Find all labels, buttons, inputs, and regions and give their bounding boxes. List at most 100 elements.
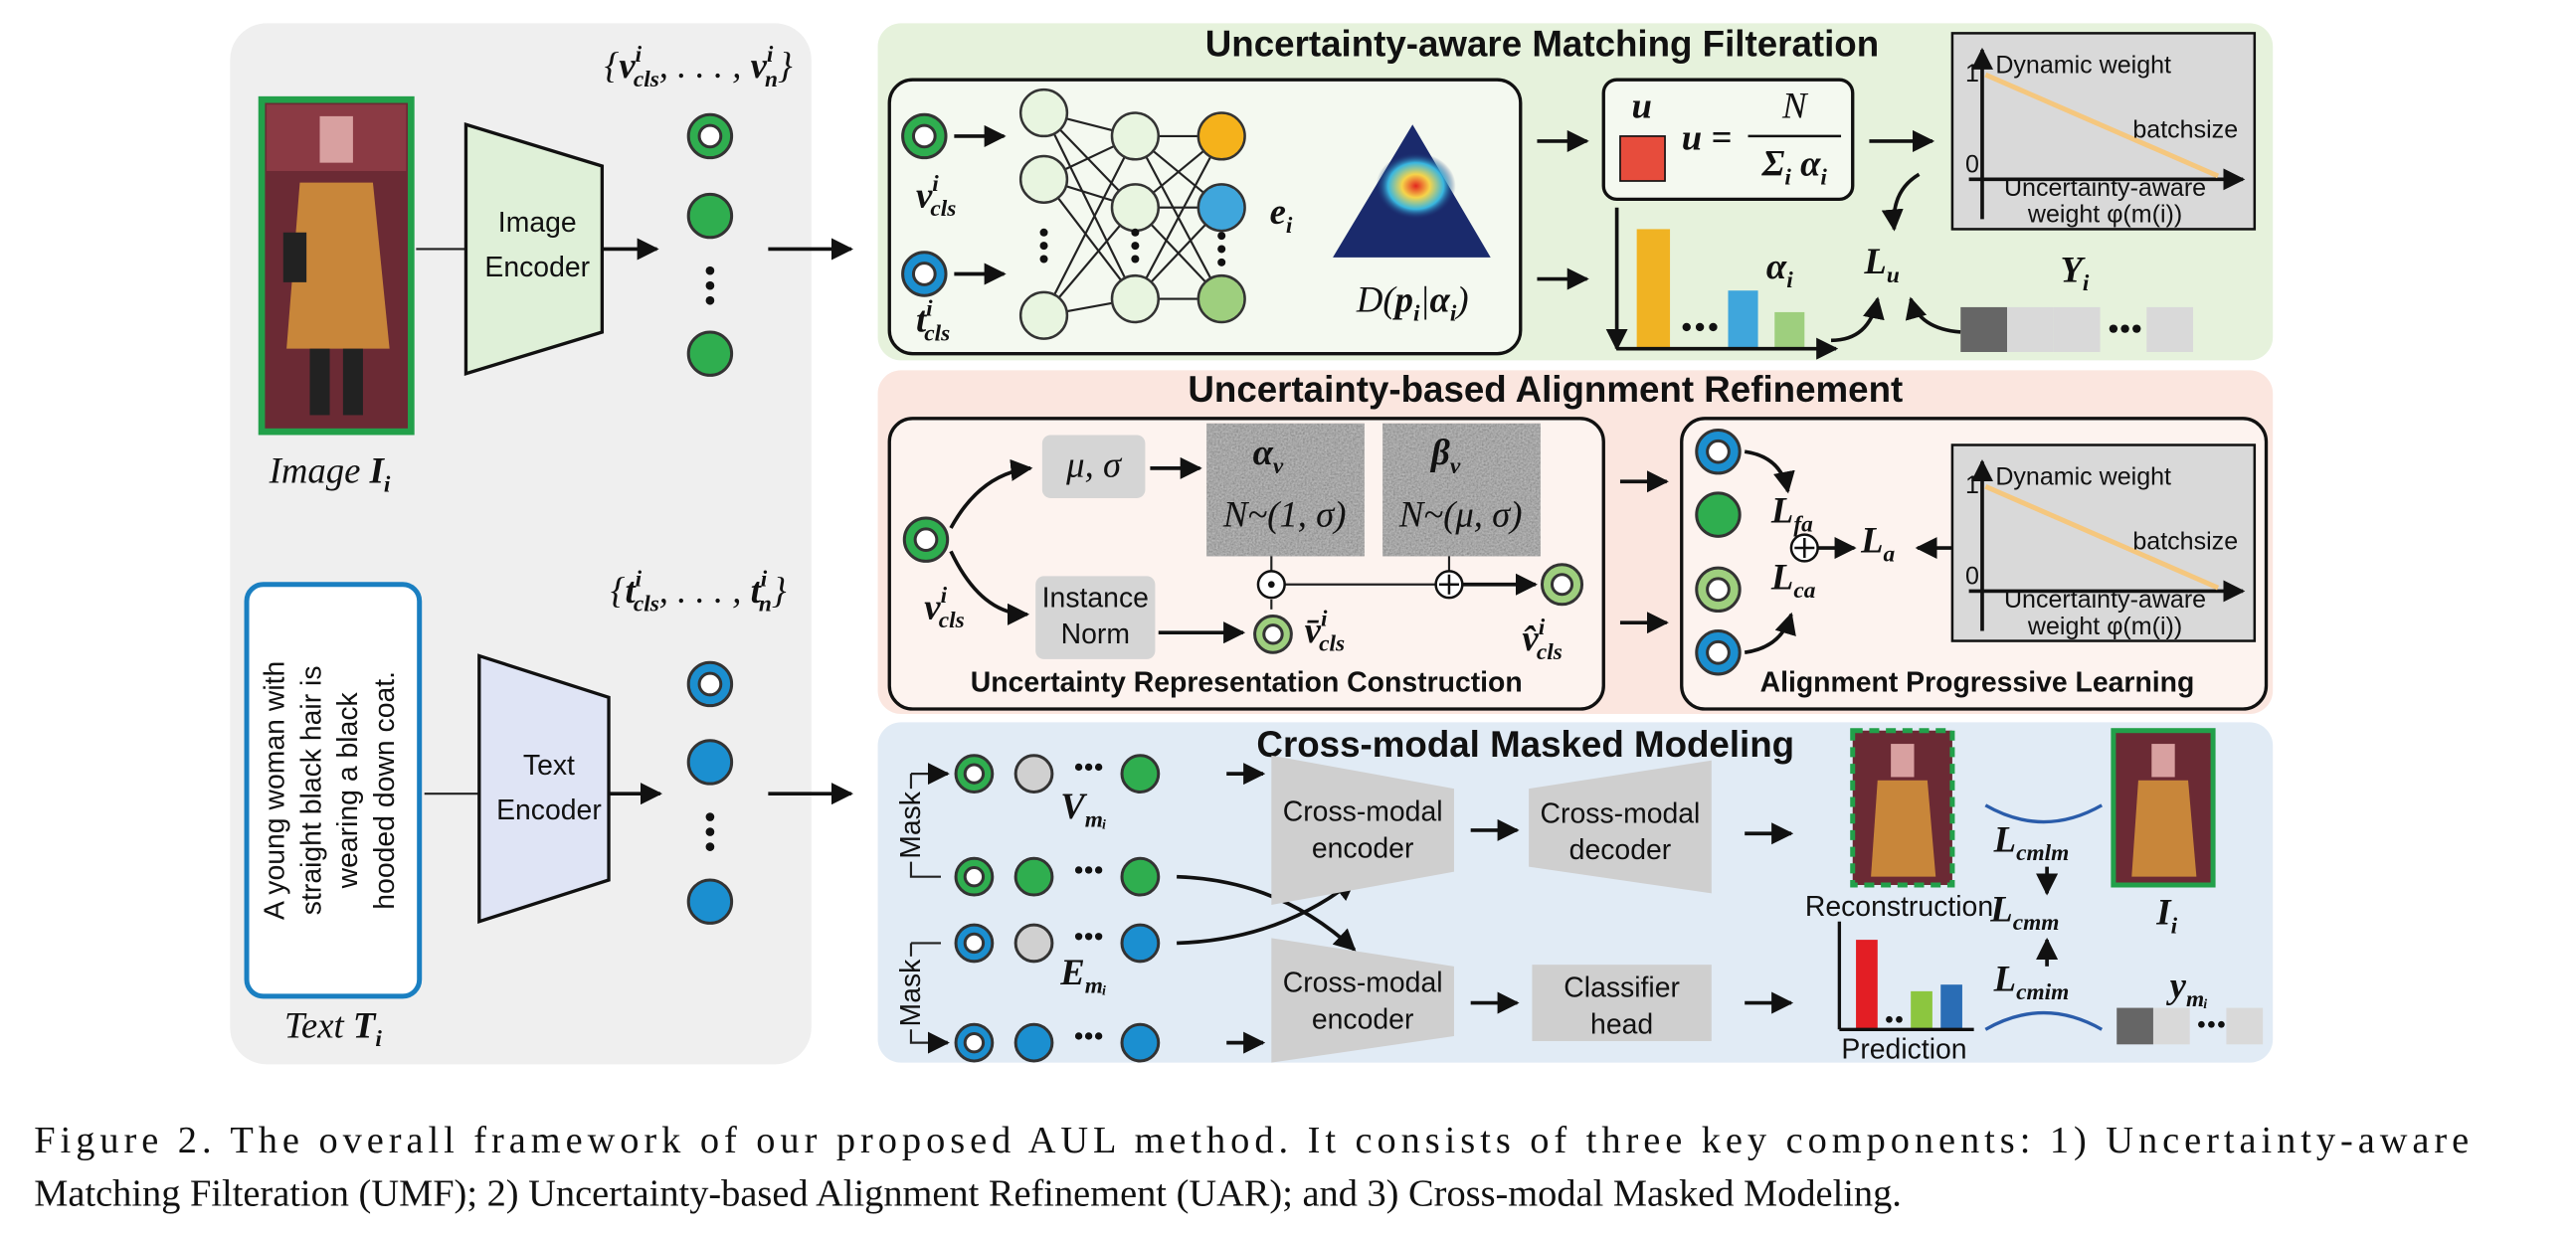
token-ring [913,527,939,553]
math-part: Σ [1761,143,1785,184]
ellipsis-dot [1217,258,1226,266]
umf-title: Uncertainty-aware Matching Filteration [1205,23,1879,64]
encoder-bottom [1271,938,1454,1063]
math-part: t [916,299,928,340]
neuron [1018,154,1069,204]
token [1013,923,1054,964]
math-part: i [2083,271,2090,297]
cmm-title: Cross-modal Masked Modeling [1256,724,1794,765]
mask-bg [894,789,928,862]
token-ring [1262,623,1284,645]
network [1018,88,1246,340]
chart-caption: Uncertainty-aware [2004,586,2206,614]
token-ring [697,123,723,149]
token [1120,1022,1161,1063]
math-part: cls [1537,639,1563,665]
ellipsis-dot [1039,242,1048,251]
math-part: i [375,1026,382,1052]
loss-cmim: Lcmim [1993,959,2070,1006]
math-part: n [759,592,772,618]
math-part: cls [1319,631,1345,657]
textual-cls: ti cls [916,296,950,347]
math-part: i [761,567,768,593]
target-image [2111,728,2216,888]
ellipsis-dot [705,295,715,305]
classifier-head [1532,965,1712,1041]
token [686,330,734,377]
token-ring [963,932,986,955]
token-ring [963,865,986,888]
prediction-label: Prediction [1841,1033,1966,1065]
weight-chart: 1 0 Dynamic weight batchsize Uncertainty-awa… [1950,443,2257,642]
ellipsis-dot [1084,1032,1093,1040]
ellipsis-dot [1094,866,1103,874]
text-label: Text Ti [284,1005,382,1053]
math-part: α [1766,247,1787,287]
math-part: i [1286,213,1293,239]
encoder-label: Text [523,750,575,782]
math-part: v [924,587,941,627]
textual-tokens: {ti cls, . . . , ti n} [611,567,787,618]
alpha-v: αv [1253,433,1284,480]
math-part: cls [930,196,956,222]
y-low-label: 0 [1965,563,1979,591]
token-ring [697,671,723,697]
ellipsis-dot [1074,866,1083,874]
math-part: | [1419,279,1429,320]
target-labels: ymᵢ [2166,966,2208,1013]
ellipsis-dot [1217,245,1226,254]
curve-label: Dynamic weight [1995,51,2171,79]
caption-line: Matching Filteration (UMF); 2) Uncertain… [34,1172,1902,1214]
noise-texture [1382,423,1541,557]
neuron [1196,111,1246,161]
neuron [1196,273,1246,324]
block-label: encoder [1312,832,1414,864]
math-part: Text [284,1005,353,1046]
label-cells [1960,306,2194,352]
arrow [1177,878,1357,946]
ellipsis-dot [1131,242,1140,251]
ellipsis-dot [1094,933,1103,941]
visual-tokens: {vi cls, . . . , vi n} [605,42,793,92]
token-ring [1706,577,1731,603]
block-label: decoder [1569,834,1672,866]
x-label: batchsize [2132,528,2238,556]
uar-title: Uncertainty-based Alignment Refinement [1188,369,1903,410]
math-part: T [353,1005,377,1046]
encoder-label: Encoder [484,252,590,283]
math-part: i [2171,914,2178,940]
ellipsis-dot [705,812,715,821]
math-part: E [1059,952,1085,992]
encoder-label: Encoder [496,795,602,826]
math-part: v [751,46,768,87]
chart-caption: weight φ(m(i)) [2027,201,2182,229]
math-part: a [1884,542,1896,568]
caption-line: Figure 2. The overall framework of our p… [34,1120,2469,1161]
edge [1042,112,1137,300]
token [686,192,734,240]
math-part: cmm [2013,910,2060,936]
hadamard-dot [1267,581,1275,589]
formula-denominator: Σi αi [1761,143,1828,191]
alpha-label: αi [1766,247,1793,294]
mask-bg [894,956,928,1030]
math-part: Y [2060,250,2086,290]
math-part: ) [1454,279,1468,320]
ellipsis-dot [1039,255,1048,264]
math-part: cls [634,67,659,92]
math-part: L [1993,959,2016,999]
math-part: i [1450,301,1457,327]
token-ring [911,123,937,149]
norm-label: Instance [1042,582,1149,614]
ellipsis-dot [1074,933,1083,941]
loss-fa: Lfa [1770,490,1813,538]
block-label: Cross-modal [1283,968,1443,999]
ellipsis-dot [705,827,715,836]
token-ring [911,262,937,286]
formula-numerator: N [1781,86,1809,126]
math-part: cls [924,321,950,347]
block-label: encoder [1312,1003,1414,1035]
block-label: Cross-modal [1283,796,1443,828]
arrow [1905,296,1961,334]
